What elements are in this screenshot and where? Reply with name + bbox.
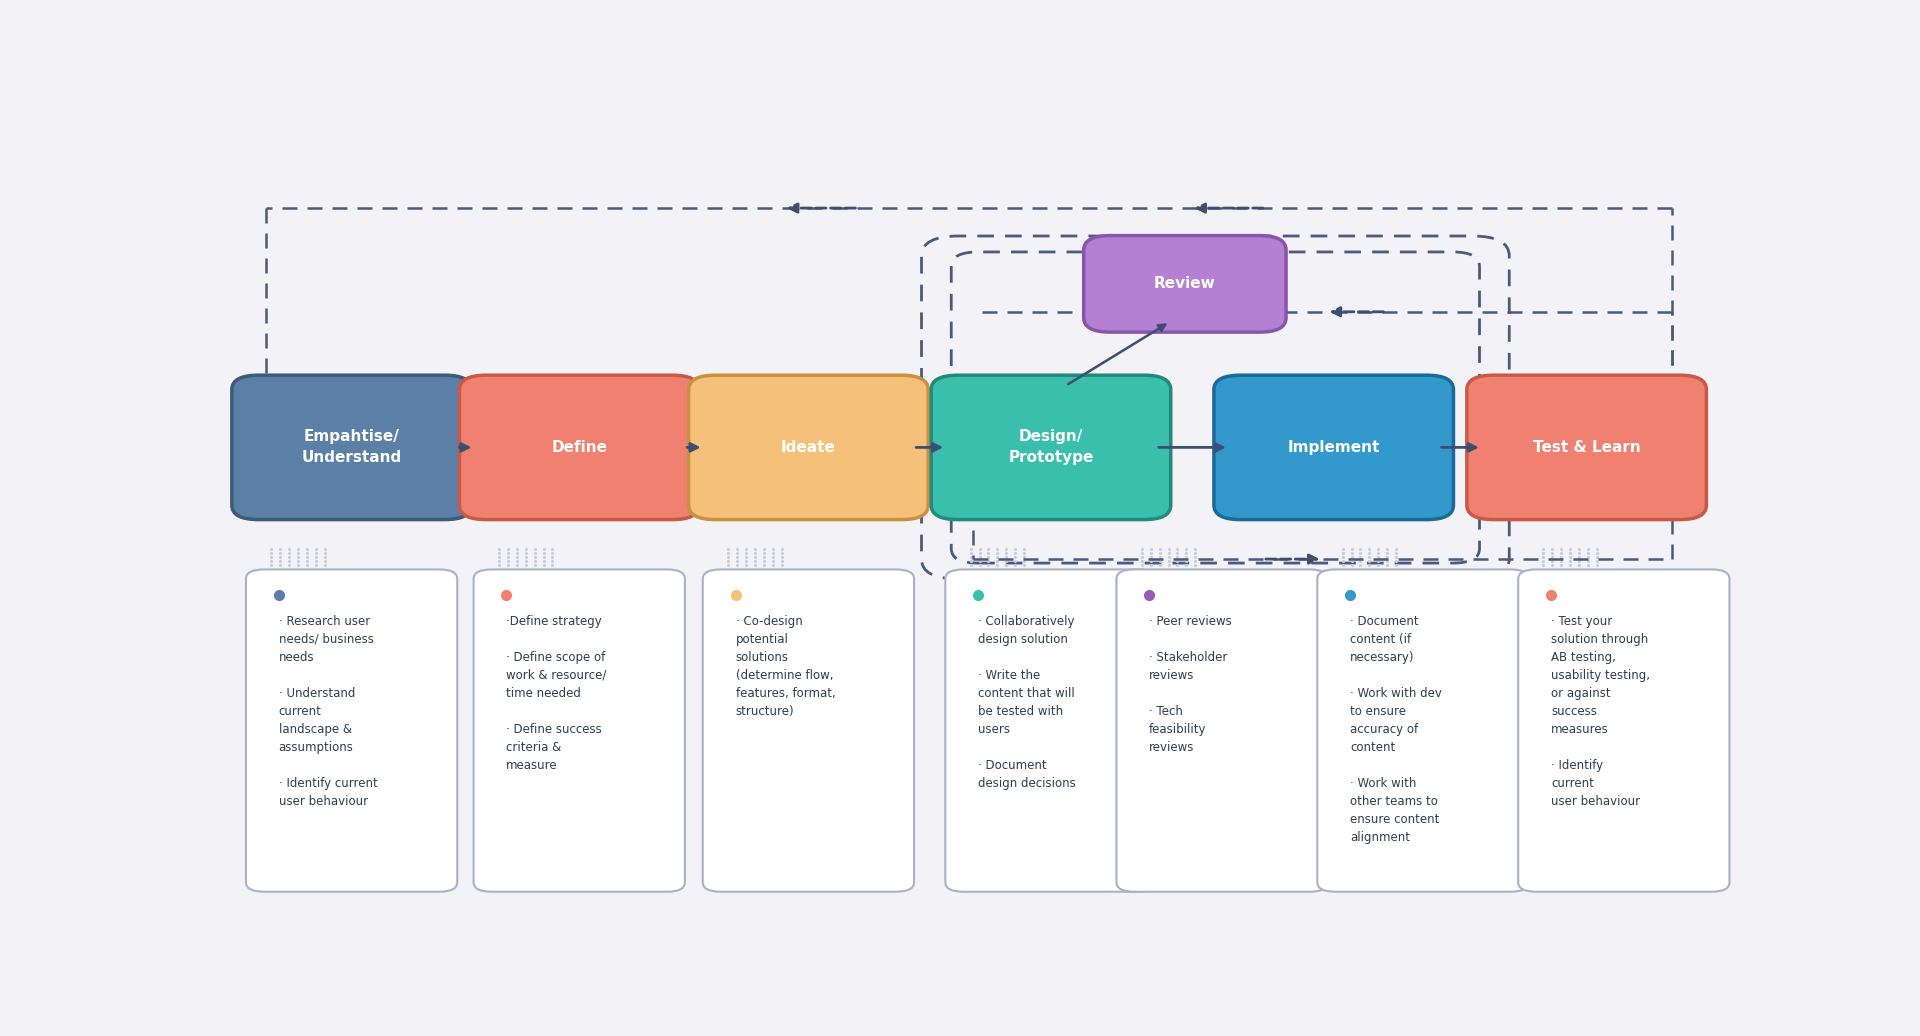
FancyBboxPatch shape — [232, 375, 472, 520]
Text: Implement: Implement — [1288, 440, 1380, 455]
FancyBboxPatch shape — [246, 570, 457, 892]
Text: · Collaboratively
design solution

· Write the
content that will
be tested with
: · Collaboratively design solution · Writ… — [977, 615, 1075, 789]
Text: · Research user
needs/ business
needs

· Understand
current
landscape &
assumpti: · Research user needs/ business needs · … — [278, 615, 378, 808]
FancyBboxPatch shape — [459, 375, 699, 520]
Text: Define: Define — [551, 440, 607, 455]
FancyBboxPatch shape — [1213, 375, 1453, 520]
Text: · Test your
solution through
AB testing,
usability testing,
or against
success
m: · Test your solution through AB testing,… — [1551, 615, 1649, 808]
FancyBboxPatch shape — [689, 375, 927, 520]
FancyBboxPatch shape — [931, 375, 1171, 520]
FancyBboxPatch shape — [945, 570, 1156, 892]
Text: Design/
Prototype: Design/ Prototype — [1008, 429, 1094, 465]
Text: · Document
content (if
necessary)

· Work with dev
to ensure
accuracy of
content: · Document content (if necessary) · Work… — [1350, 615, 1442, 844]
FancyBboxPatch shape — [1317, 570, 1528, 892]
FancyBboxPatch shape — [1519, 570, 1730, 892]
FancyBboxPatch shape — [1116, 570, 1329, 892]
FancyBboxPatch shape — [1467, 375, 1707, 520]
FancyBboxPatch shape — [1083, 235, 1286, 333]
Text: ·Define strategy

· Define scope of
work & resource/
time needed

· Define succe: ·Define strategy · Define scope of work … — [507, 615, 607, 772]
FancyBboxPatch shape — [703, 570, 914, 892]
Text: · Co-design
potential
solutions
(determine flow,
features, format,
structure): · Co-design potential solutions (determi… — [735, 615, 835, 718]
Text: Test & Learn: Test & Learn — [1532, 440, 1640, 455]
Text: Ideate: Ideate — [781, 440, 835, 455]
Text: · Peer reviews

· Stakeholder
reviews

· Tech
feasibility
reviews: · Peer reviews · Stakeholder reviews · T… — [1150, 615, 1233, 754]
Text: Empahtise/
Understand: Empahtise/ Understand — [301, 429, 401, 465]
FancyBboxPatch shape — [474, 570, 685, 892]
Text: Review: Review — [1154, 277, 1215, 291]
